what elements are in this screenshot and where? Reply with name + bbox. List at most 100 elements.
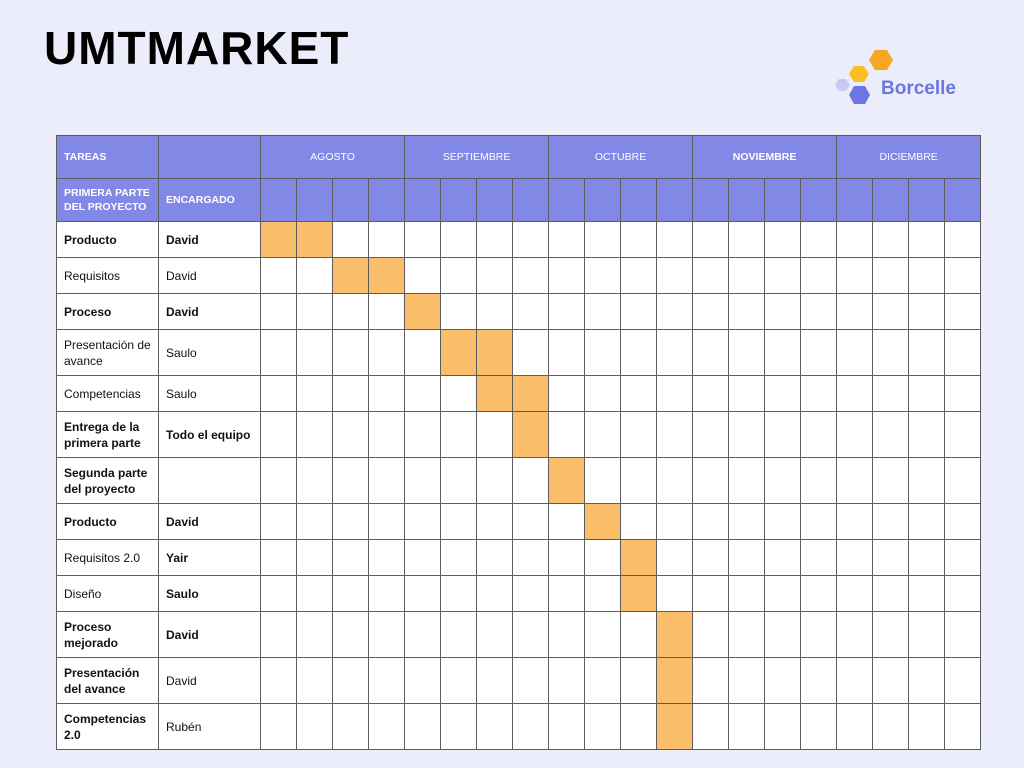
week-cell: [584, 329, 622, 376]
week-cell: [656, 257, 694, 294]
week-cell: [728, 503, 766, 540]
week-cell: [908, 539, 946, 576]
header-week-cell: [836, 178, 874, 222]
week-cell: [836, 257, 874, 294]
week-cell: [440, 221, 478, 258]
task-row: Competencias 2.0 Rubén: [56, 703, 982, 750]
week-cell: [944, 611, 982, 658]
week-cell: [656, 457, 694, 504]
week-cell: [404, 539, 442, 576]
week-cell: [548, 329, 586, 376]
week-cell: [836, 539, 874, 576]
week-cell: [872, 703, 910, 750]
week-cell: [800, 221, 838, 258]
gantt-bar-cell: [332, 257, 369, 294]
header-blank: [158, 135, 261, 179]
week-cell: [944, 411, 982, 458]
task-row: Requisitos 2.0 Yair: [56, 539, 982, 576]
week-cell: [800, 457, 838, 504]
week-cell: [296, 375, 333, 412]
week-cell: [836, 221, 874, 258]
week-cell: [584, 575, 622, 612]
task-name: Producto: [56, 221, 159, 258]
week-cell: [332, 457, 369, 504]
week-cell: [728, 703, 766, 750]
week-cell: [908, 257, 946, 294]
week-cell: [476, 657, 514, 704]
week-cell: [584, 657, 622, 704]
task-row: Proceso mejorado David: [56, 611, 982, 658]
week-cell: [656, 575, 694, 612]
week-cell: [764, 503, 802, 540]
week-cell: [440, 539, 478, 576]
week-cell: [656, 375, 694, 412]
week-cell: [584, 611, 622, 658]
week-cell: [332, 329, 369, 376]
week-cell: [692, 457, 730, 504]
week-cell: [692, 503, 730, 540]
gantt-bar-cell: [656, 611, 694, 658]
week-cell: [476, 221, 514, 258]
week-cell: [367, 611, 406, 658]
week-cell: [692, 257, 730, 294]
week-cell: [620, 257, 658, 294]
week-cell: [656, 539, 694, 576]
week-cell: [367, 457, 406, 504]
week-cell: [367, 503, 406, 540]
week-cell: [440, 257, 478, 294]
week-cell: [872, 257, 910, 294]
week-cell: [260, 457, 297, 504]
gantt-bar-cell: [584, 503, 622, 540]
week-cell: [296, 503, 333, 540]
task-name: Diseño: [56, 575, 159, 612]
week-cell: [404, 703, 442, 750]
gantt-bar-cell: [367, 257, 406, 294]
header-subtitle: PRIMERA PARTE DEL PROYECTO: [56, 178, 159, 222]
week-cell: [367, 539, 406, 576]
header-tasks: TAREAS: [56, 135, 159, 179]
week-cell: [548, 375, 586, 412]
week-cell: [800, 575, 838, 612]
week-cell: [656, 503, 694, 540]
week-cell: [548, 293, 586, 330]
header-week-cell: [332, 178, 369, 222]
task-owner: Saulo: [158, 329, 261, 376]
task-owner: David: [158, 257, 261, 294]
week-cell: [440, 457, 478, 504]
week-cell: [800, 503, 838, 540]
week-cell: [764, 611, 802, 658]
week-cell: [512, 611, 550, 658]
week-cell: [332, 575, 369, 612]
week-cell: [764, 703, 802, 750]
week-cell: [728, 221, 766, 258]
gantt-bar-cell: [512, 411, 550, 458]
week-cell: [548, 657, 586, 704]
week-cell: [404, 257, 442, 294]
week-cell: [728, 293, 766, 330]
week-cell: [620, 411, 658, 458]
week-cell: [367, 375, 406, 412]
week-cell: [584, 703, 622, 750]
task-owner: Saulo: [158, 575, 261, 612]
week-cell: [260, 293, 297, 330]
header-week-cell: [872, 178, 910, 222]
week-cell: [260, 703, 297, 750]
task-row: Producto David: [56, 221, 982, 258]
gantt-bar-cell: [476, 375, 514, 412]
week-cell: [332, 221, 369, 258]
gantt-bar-cell: [620, 539, 658, 576]
task-name: Competencias 2.0: [56, 703, 159, 750]
week-cell: [836, 375, 874, 412]
week-cell: [404, 575, 442, 612]
week-cell: [908, 575, 946, 612]
week-cell: [800, 411, 838, 458]
header-month-agosto: AGOSTO: [259, 135, 406, 179]
week-cell: [260, 611, 297, 658]
week-cell: [260, 503, 297, 540]
week-cell: [404, 457, 442, 504]
week-cell: [764, 221, 802, 258]
week-cell: [548, 575, 586, 612]
week-cell: [296, 457, 333, 504]
week-cell: [548, 503, 586, 540]
header-week-cell: [296, 178, 333, 222]
